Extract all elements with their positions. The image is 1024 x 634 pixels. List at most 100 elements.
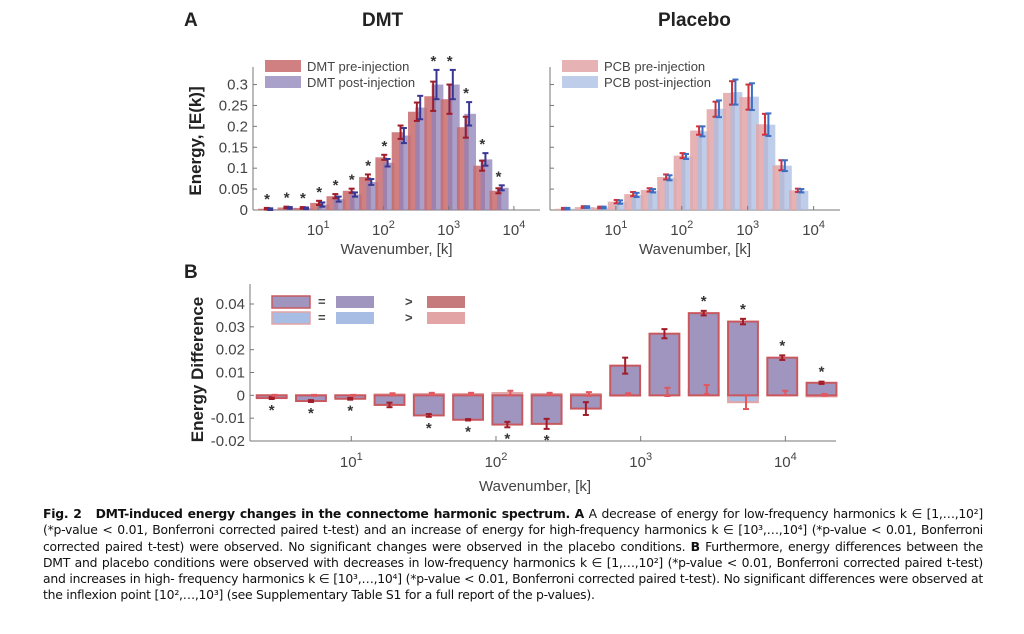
legend-swatch-pre-injection — [427, 296, 465, 308]
bar-pre-injection — [789, 190, 801, 210]
x-axis-label: Wavenumber, [k] — [639, 241, 751, 258]
bar-pre-injection — [391, 132, 404, 210]
legend-swatch-post — [265, 76, 301, 88]
x-tick-label: 104 — [802, 219, 825, 239]
significance-star: * — [426, 420, 432, 437]
bar-dmt-difference — [687, 312, 720, 397]
bar-pre-injection — [310, 202, 322, 210]
caption-part-b-text: Furthermore, energy differences between … — [43, 538, 983, 603]
x-axis-label: Wavenumber, [k] — [479, 478, 591, 495]
bar-post-injection — [746, 96, 759, 210]
y-tick-label: 0.04 — [216, 296, 245, 313]
bar-pre-injection — [342, 190, 355, 210]
x-tick-label: 101 — [605, 219, 628, 239]
significance-star: * — [316, 184, 322, 201]
bar-pre-injection — [690, 130, 703, 210]
bar-post-injection — [648, 190, 660, 210]
bar-pre-injection — [772, 165, 785, 210]
bar-pre-injection — [375, 157, 388, 210]
y-tick-label: 0.1 — [227, 160, 248, 177]
significance-star: * — [701, 293, 707, 310]
energy-difference-chart: -0.02 -0.01 0 0.01 0.02 0.03 0.04 * * * * * * * * * * * 10… — [188, 284, 838, 495]
bar-post-injection — [399, 135, 411, 210]
x-axis-label: Wavenumber, [k] — [341, 241, 453, 258]
bar-pre-injection — [326, 196, 339, 210]
bar-post-injection — [714, 108, 726, 210]
y-tick-label: 0.3 — [227, 77, 248, 94]
bar-pre-injection — [424, 96, 437, 210]
significance-star: * — [496, 168, 502, 185]
significance-star: * — [463, 85, 469, 102]
dmt-chart-title: DMT — [362, 10, 404, 31]
bar-pre-injection — [607, 201, 620, 210]
y-tick-label: -0.01 — [211, 410, 245, 427]
bar-pre-injection — [407, 111, 420, 210]
bar-post-injection — [664, 177, 677, 210]
legend-swatch-post — [562, 76, 598, 88]
y-tick-label: -0.02 — [211, 433, 245, 450]
x-tick-label: 101 — [307, 219, 330, 239]
significance-star: * — [365, 157, 371, 174]
significance-star: * — [465, 423, 471, 440]
significance-star: * — [300, 190, 306, 207]
bar-pre-injection — [657, 176, 670, 210]
bar-post-injection — [333, 199, 346, 210]
significance-star: * — [382, 138, 388, 155]
bar-dmt-difference — [452, 394, 484, 421]
bar-pre-injection — [756, 124, 768, 210]
bar-post-injection — [796, 190, 809, 210]
y-tick-label: 0 — [240, 202, 248, 219]
legend-swatch-pre — [265, 60, 301, 72]
significance-star: * — [819, 364, 825, 381]
bar-post-injection — [615, 202, 628, 210]
bar-pre-injection — [473, 165, 485, 210]
bar-post-injection — [681, 156, 693, 210]
bar-dmt-difference — [727, 320, 759, 397]
bar-pre-injection — [673, 155, 686, 210]
x-tick-label: 102 — [485, 451, 508, 471]
significance-star: * — [504, 430, 510, 447]
x-tick-label: 102 — [372, 219, 395, 239]
bar-post-injection — [730, 92, 743, 210]
significance-star: * — [779, 337, 785, 354]
legend-label-pre: PCB pre-injection — [604, 59, 705, 74]
placebo-chart-title: Placebo — [658, 10, 731, 31]
legend-swatch-difference — [271, 295, 311, 309]
bar-post-injection — [763, 124, 776, 210]
significance-star: * — [479, 136, 485, 153]
legend-swatch-post-injection — [336, 296, 374, 308]
y-tick-label: 0.02 — [216, 342, 245, 359]
legend-label-pre: DMT pre-injection — [307, 59, 409, 74]
figure-caption: Fig. 2 DMT-induced energy changes in the… — [43, 506, 983, 604]
bar-pre-injection — [723, 92, 735, 210]
caption-part-a-text: A decrease of energy for low-frequency h… — [43, 506, 983, 554]
legend-equals-sign: = — [318, 310, 326, 325]
x-tick-label: 101 — [340, 451, 363, 471]
x-tick-label: 104 — [503, 219, 526, 239]
y-tick-label: 0 — [237, 387, 245, 404]
y-tick-label: 0.25 — [219, 97, 248, 114]
bar-pre-injection — [440, 99, 453, 210]
significance-star: * — [430, 53, 436, 70]
x-tick-label: 103 — [736, 219, 759, 239]
x-tick-label: 103 — [437, 219, 460, 239]
bar-post-injection — [779, 165, 792, 210]
x-tick-label: 103 — [629, 451, 652, 471]
bar-pre-injection — [489, 190, 502, 210]
bar-pre-injection — [706, 109, 719, 210]
legend-greater-sign: > — [405, 294, 413, 309]
bar-dmt-difference — [648, 332, 681, 397]
significance-star: * — [544, 432, 550, 449]
bar-pre-injection — [739, 97, 752, 210]
placebo-energy-chart: 101 102 103 104 Wavenumber, [k] PCB pre-injec… — [549, 59, 840, 258]
figure: A DMT Placebo 0 0.05 0.1 0.15 0.2 0.25 0.3 * * * *… — [184, 10, 840, 495]
x-tick-label: 102 — [670, 219, 693, 239]
bar-post-injection — [631, 194, 644, 210]
bar-dmt-difference — [766, 356, 799, 397]
bar-post-injection — [480, 159, 493, 210]
caption-part-a-letter: A — [574, 506, 585, 521]
x-tick-label: 104 — [774, 451, 797, 471]
y-tick-label: 0.2 — [227, 118, 248, 135]
dmt-energy-chart: 00.050.10.150.20.250.3* * * * * **** ****101 10… — [186, 53, 540, 258]
bar-post-injection — [350, 194, 362, 210]
